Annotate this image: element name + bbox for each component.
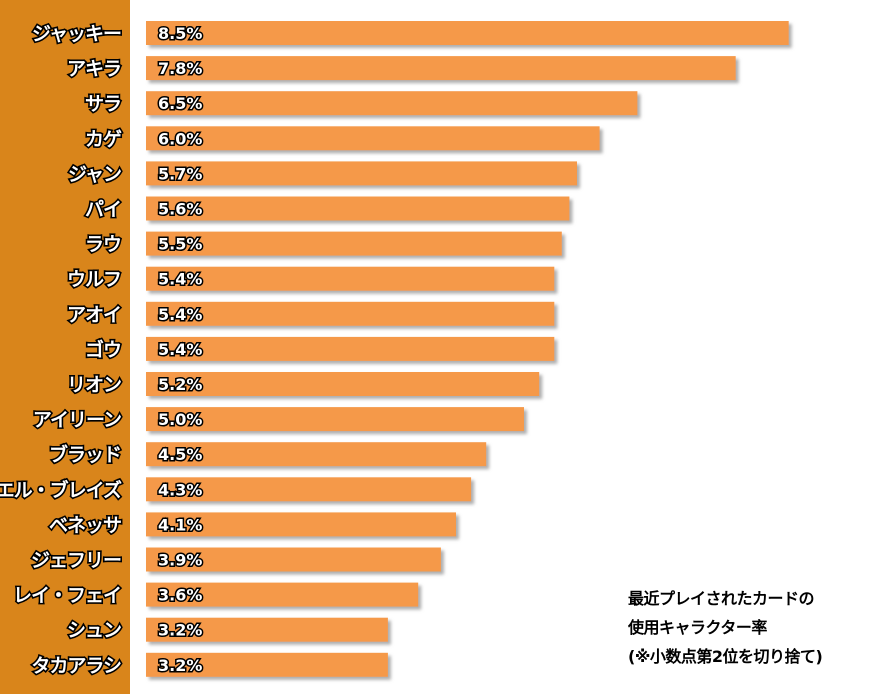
value-label-1: 8.5% [158, 24, 202, 43]
value-label-7: 5.5% [158, 235, 202, 254]
category-label-10: ゴウ [85, 338, 121, 361]
chart-caption: 最近プレイされたカードの 使用キャラクター率 (※小数点第2位を切り捨て) [628, 584, 864, 671]
bar-19 [146, 652, 388, 677]
bar-13 [146, 442, 487, 467]
value-label-8: 5.4% [158, 270, 202, 289]
category-label-6: パイ [85, 199, 121, 221]
category-label-13: ブラッド [49, 443, 121, 466]
bar-11 [146, 372, 540, 396]
bar-8 [146, 266, 555, 291]
category-axis-panel [0, 0, 130, 694]
bar-17 [146, 582, 419, 607]
category-label-8: ウルフ [67, 269, 121, 291]
value-label-19: 3.2% [158, 656, 202, 675]
value-label-6: 5.6% [158, 200, 202, 219]
bar-4 [146, 126, 600, 151]
value-label-2: 7.8% [158, 59, 202, 78]
value-label-14: 4.3% [158, 480, 202, 499]
category-label-2: アキラ [67, 58, 121, 80]
category-label-18: シュン [67, 620, 121, 642]
bar-5 [146, 161, 577, 186]
category-label-9: アオイ [67, 304, 121, 326]
bar-18 [146, 617, 388, 642]
category-label-4: カゲ [85, 128, 122, 150]
bar-15 [146, 512, 456, 537]
value-label-4: 6.0% [158, 129, 202, 148]
category-label-19: タカアラシ [31, 655, 121, 677]
category-label-14: エル・ブレイズ [0, 478, 122, 501]
value-label-18: 3.2% [158, 621, 202, 640]
value-label-3: 6.5% [158, 94, 202, 113]
category-label-1: ジャッキー [32, 23, 121, 45]
category-label-15: ベネッサ [49, 514, 121, 536]
category-label-16: ジェフリー [31, 550, 121, 572]
caption-line-3: (※小数点第2位を切り捨て) [628, 647, 823, 666]
category-label-7: ラウ [85, 234, 121, 256]
value-label-9: 5.4% [158, 305, 202, 324]
bar-2 [146, 56, 736, 81]
category-label-12: アイリーン [33, 409, 121, 431]
bar-3 [146, 91, 638, 116]
value-label-11: 5.2% [158, 375, 202, 394]
bar-9 [146, 301, 555, 326]
value-label-16: 3.9% [158, 551, 202, 570]
bar-14 [146, 477, 472, 502]
value-label-5: 5.7% [158, 164, 202, 183]
caption-line-2: 使用キャラクター率 [628, 618, 767, 637]
value-label-10: 5.4% [158, 340, 202, 359]
bar-6 [146, 196, 570, 221]
value-label-15: 4.1% [158, 515, 202, 534]
category-label-3: サラ [85, 93, 121, 115]
category-label-5: ジャン [68, 163, 121, 185]
bar-10 [146, 336, 555, 361]
value-label-13: 4.5% [158, 445, 202, 464]
value-label-17: 3.6% [158, 586, 202, 605]
bar-12 [146, 407, 524, 432]
bar-7 [146, 231, 562, 256]
caption-line-1: 最近プレイされたカードの [628, 589, 815, 608]
value-label-12: 5.0% [158, 410, 202, 429]
category-label-17: レイ・フェイ [13, 585, 121, 607]
bar-16 [146, 547, 441, 572]
bar-1 [146, 21, 789, 45]
category-label-11: リオン [67, 374, 121, 396]
